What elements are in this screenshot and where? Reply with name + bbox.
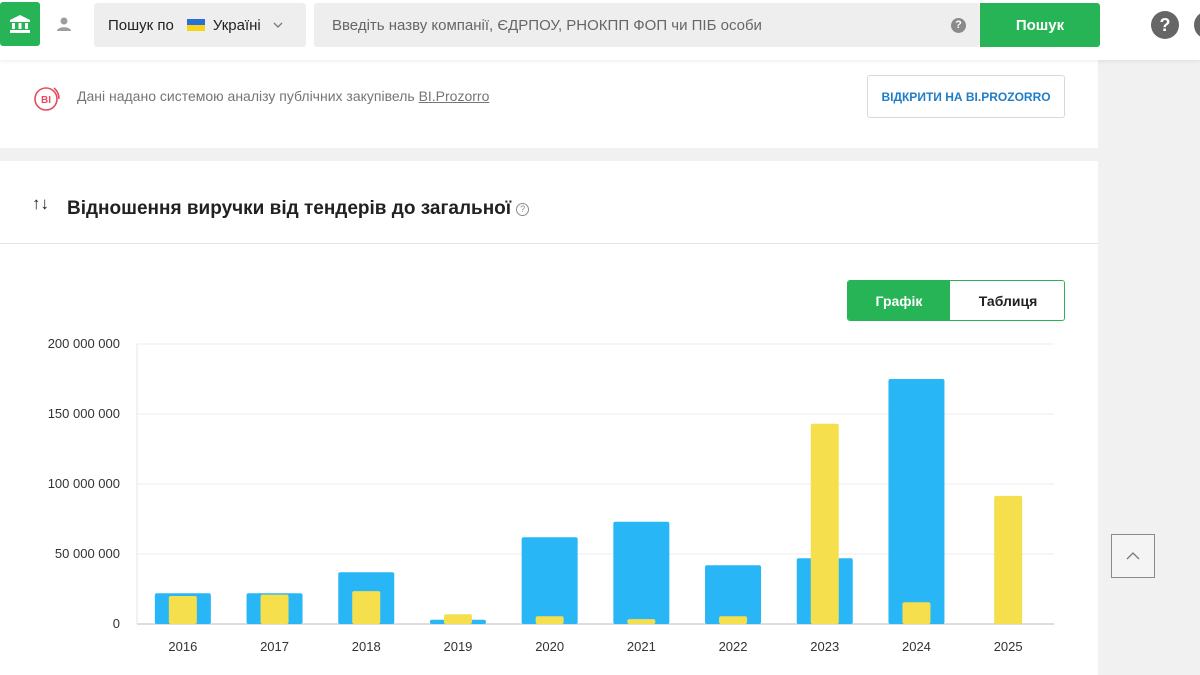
bar-chart: 0 50 000 000 100 000 000 150 000 000 200 000…	[48, 336, 1054, 654]
x-tick-label: 2016	[168, 639, 197, 654]
y-tick-label: 50 000 000	[55, 546, 120, 561]
scroll-to-top-button[interactable]	[1111, 534, 1155, 578]
chevron-up-icon	[1126, 552, 1140, 560]
search-input[interactable]	[314, 3, 934, 47]
chart-title: Відношення виручки від тендерів до загал…	[67, 198, 530, 220]
bar-series-2	[443, 614, 472, 624]
bar-series-2	[719, 616, 748, 624]
search-help-icon[interactable]: ?	[951, 18, 966, 33]
bank-icon	[10, 15, 30, 33]
info-icon[interactable]: ?	[516, 203, 530, 216]
chart-card-header: ↑↓ Відношення виручки від тендерів до за…	[0, 161, 1098, 244]
bar-series-1	[521, 537, 578, 624]
x-tick-label: 2023	[810, 639, 839, 654]
y-tick-label: 100 000 000	[48, 476, 120, 491]
tab-table[interactable]: Таблиця	[950, 281, 1064, 320]
account-menu-icon[interactable]	[1194, 11, 1200, 39]
search-scope-select[interactable]: Пошук по Україні	[94, 3, 306, 47]
search-button[interactable]: Пошук	[980, 3, 1100, 47]
y-tick-label: 200 000 000	[48, 336, 120, 351]
ukraine-flag-icon	[186, 19, 205, 31]
bar-series-2	[535, 616, 564, 624]
bar-series-2	[168, 596, 197, 624]
x-tick-label: 2018	[352, 639, 381, 654]
user-icon	[57, 17, 71, 31]
bi-logo-text: ВІ	[41, 95, 51, 106]
bar-series-2	[260, 594, 289, 624]
data-source-prefix: Дані надано системою аналізу публічних з…	[77, 88, 419, 104]
user-button[interactable]	[44, 2, 84, 46]
x-tick-label: 2022	[719, 639, 748, 654]
data-source-card: ВІ Дані надано системою аналізу публічни…	[0, 60, 1098, 148]
bar-series-1	[888, 379, 945, 624]
home-button[interactable]	[0, 2, 40, 46]
chart-title-text: Відношення виручки від тендерів до загал…	[67, 198, 512, 219]
revenue-ratio-chart-card: ↑↓ Відношення виручки від тендерів до за…	[0, 161, 1098, 675]
x-tick-label: 2025	[994, 639, 1023, 654]
top-navigation-bar: Пошук по Україні ? Пошук ?	[0, 0, 1200, 60]
tab-graph[interactable]: Графік	[848, 281, 950, 320]
open-bi-prozorro-button[interactable]: ВІДКРИТИ НА BI.PROZORRO	[867, 75, 1065, 118]
search-field: ?	[314, 3, 980, 47]
bar-series-2	[810, 423, 839, 624]
search-country-label: Україні	[212, 16, 261, 34]
chevron-down-icon	[273, 22, 283, 28]
x-tick-label: 2019	[443, 639, 472, 654]
view-toggle: Графік Таблиця	[847, 280, 1065, 321]
bar-series-2	[352, 591, 381, 624]
help-icon[interactable]: ?	[1151, 11, 1179, 39]
y-tick-label: 0	[113, 616, 120, 631]
y-tick-label: 150 000 000	[48, 406, 120, 421]
x-tick-label: 2024	[902, 639, 931, 654]
bar-series-2	[994, 495, 1023, 624]
x-tick-label: 2017	[260, 639, 289, 654]
bar-series-1	[705, 565, 762, 624]
bar-series-2	[627, 619, 656, 624]
bar-series-2	[902, 602, 931, 624]
bi-prozorro-link[interactable]: BI.Prozorro	[418, 88, 490, 104]
sort-arrows-icon: ↑↓	[32, 194, 49, 213]
bar-series-1	[613, 521, 670, 624]
data-source-text: Дані надано системою аналізу публічних з…	[77, 88, 489, 104]
search-scope-label: Пошук по	[108, 16, 174, 34]
x-tick-label: 2020	[535, 639, 564, 654]
bi-prozorro-logo-icon: ВІ	[34, 87, 60, 111]
x-tick-label: 2021	[627, 639, 656, 654]
